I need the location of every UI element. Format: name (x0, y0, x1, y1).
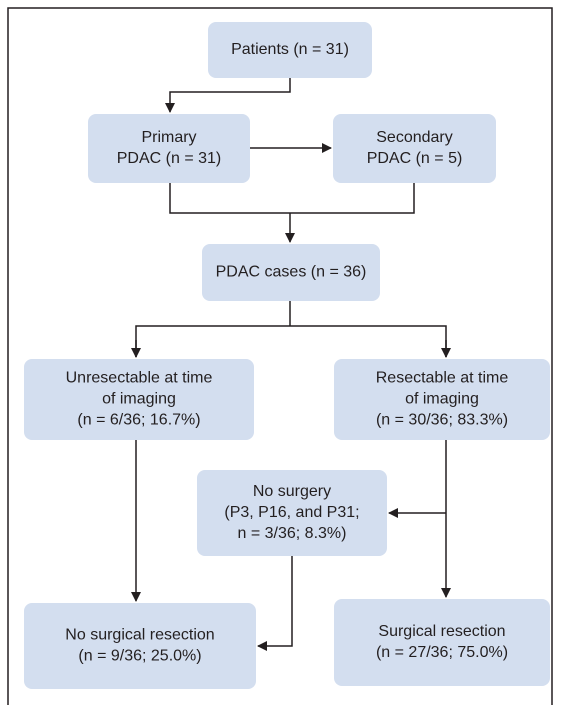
node-label: No surgery (253, 483, 331, 500)
node-label: (n = 30/36; 83.3%) (376, 412, 508, 429)
node: No surgery (P3, P16, and P31; n = 3/36; 8.… (197, 470, 387, 556)
node: PDAC cases (n = 36) (202, 244, 380, 301)
arrow (257, 556, 293, 651)
node: Resectable at time of imaging (n = 30/36; … (334, 359, 550, 440)
node-label: (n = 6/36; 16.7%) (77, 412, 200, 429)
node-box (202, 244, 380, 301)
node: Primary PDAC (n = 31) (88, 114, 250, 183)
node: Unresectable at time of imaging (n = 6/36;… (24, 359, 254, 440)
node-label: PDAC (n = 5) (367, 150, 463, 167)
connector (169, 183, 415, 214)
node-label: Resectable at time (376, 370, 509, 387)
node-label: Secondary (376, 129, 453, 146)
frame (7, 7, 553, 705)
node: Secondary PDAC (n = 5) (333, 114, 496, 183)
node-label: Primary (141, 129, 196, 146)
node: No surgical resection (n = 9/36; 25.0%) (24, 603, 256, 689)
node: Surgical resection (n = 27/36; 75.0%) (334, 599, 550, 686)
node-label: of imaging (102, 391, 176, 408)
node-box (333, 114, 496, 183)
node-label: PDAC cases (n = 36) (216, 264, 367, 281)
node-label: No surgical resection (65, 627, 214, 644)
node-box (88, 114, 250, 183)
node-label: PDAC (n = 31) (117, 150, 221, 167)
node-label: Surgical resection (378, 623, 505, 640)
node-label: Unresectable at time (66, 370, 213, 387)
node-label: of imaging (405, 391, 479, 408)
connectors (131, 78, 451, 651)
node-box (24, 359, 254, 440)
arrow (165, 78, 291, 113)
node-label: (P3, P16, and P31; (224, 504, 359, 521)
node-box (334, 359, 550, 440)
node-box (208, 22, 372, 78)
node-box (24, 603, 256, 689)
node: Patients (n = 31) (208, 22, 372, 78)
node-box (334, 599, 550, 686)
node-box (197, 470, 387, 556)
connector (135, 325, 447, 357)
node-label: (n = 9/36; 25.0%) (78, 648, 201, 665)
node-label: n = 3/36; 8.3%) (238, 525, 347, 542)
node-label: (n = 27/36; 75.0%) (376, 644, 508, 661)
nodes: Patients (n = 31) Primary PDAC (n = 31) Sec… (24, 22, 550, 689)
node-label: Patients (n = 31) (231, 41, 349, 58)
